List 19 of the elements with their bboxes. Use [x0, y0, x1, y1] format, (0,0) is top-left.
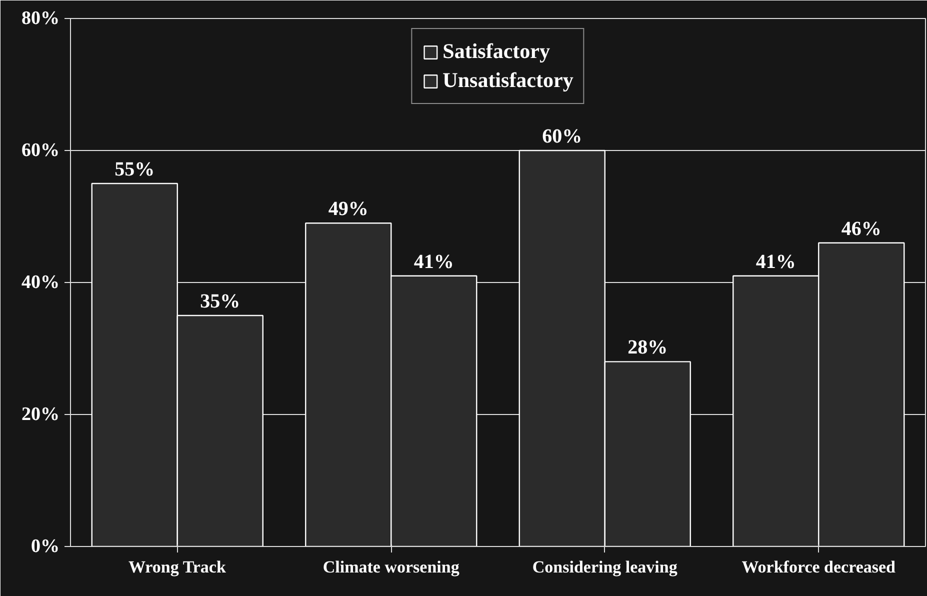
- data-label: 49%: [328, 198, 368, 220]
- y-tick-label: 40%: [22, 272, 60, 293]
- x-tick-label: Climate worsening: [322, 558, 460, 576]
- y-tick-label: 20%: [22, 404, 60, 425]
- data-label: 55%: [114, 158, 155, 180]
- y-tick-label: 80%: [22, 8, 60, 29]
- data-label: 41%: [414, 250, 454, 273]
- x-tick-label: Workforce decreased: [742, 558, 896, 576]
- data-label: 41%: [756, 250, 796, 273]
- x-tick-label: Considering leaving: [532, 558, 678, 576]
- data-label: 28%: [628, 336, 668, 359]
- legend-label: Unsatisfactory: [442, 68, 574, 93]
- y-tick-label: 0%: [31, 536, 60, 557]
- data-label: 35%: [200, 290, 240, 312]
- y-tick-label: 60%: [22, 140, 60, 161]
- data-label: 46%: [841, 218, 882, 240]
- legend-label: Satisfactory: [442, 39, 550, 64]
- data-label: 60%: [542, 126, 582, 148]
- x-tick-label: Wrong Track: [128, 558, 226, 576]
